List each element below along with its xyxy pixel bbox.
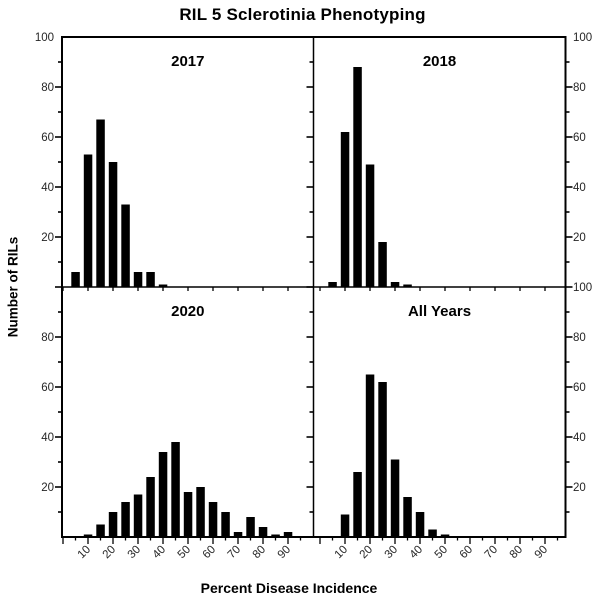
bar [71, 272, 80, 287]
bar [328, 282, 337, 287]
y-tick-label: 40 [573, 432, 586, 444]
bar [428, 529, 437, 537]
bar [133, 272, 143, 287]
x-tick-label: 50 [433, 544, 451, 562]
y-tick-label: 80 [41, 82, 54, 94]
bar [108, 512, 118, 537]
y-tick-label: 60 [41, 132, 54, 144]
bar [146, 477, 155, 537]
bar [158, 452, 168, 537]
bar [96, 119, 105, 287]
bar [403, 497, 412, 537]
bar [146, 272, 155, 287]
y-tick-label: 100 [573, 282, 592, 294]
y-tick-label: 20 [573, 232, 586, 244]
panel-label: 2020 [171, 303, 204, 320]
x-tick-label: 20 [101, 544, 119, 562]
x-tick-label: 50 [176, 544, 194, 562]
bar [390, 282, 400, 287]
y-tick-label: 80 [573, 332, 586, 344]
y-tick-label: 100 [573, 32, 592, 44]
y-tick-label: 40 [573, 182, 586, 194]
bar [183, 492, 193, 537]
bar [340, 132, 350, 287]
x-tick-label: 80 [508, 544, 526, 562]
y-tick-label: 20 [573, 482, 586, 494]
bar [365, 374, 375, 537]
x-tick-label: 40 [408, 544, 426, 562]
bar [196, 487, 205, 537]
y-tick-label: 60 [573, 132, 586, 144]
bar [403, 284, 412, 287]
bar [440, 534, 450, 537]
bar [340, 514, 350, 537]
bar [158, 284, 168, 287]
panel-label: 2018 [423, 53, 456, 70]
y-tick-label: 60 [41, 382, 54, 394]
bar [96, 524, 105, 537]
bar [246, 517, 255, 537]
bar [390, 459, 400, 537]
x-tick-label: 70 [483, 544, 501, 562]
y-tick-label: 40 [41, 432, 54, 444]
x-tick-label: 60 [201, 544, 219, 562]
bar [415, 512, 425, 537]
panel-label: 2017 [171, 53, 204, 70]
bar [365, 164, 375, 287]
y-tick-label: 40 [41, 182, 54, 194]
y-tick-label: 20 [41, 482, 54, 494]
bar [233, 532, 243, 537]
bar [221, 512, 230, 537]
x-tick-label: 30 [126, 544, 144, 562]
bar [353, 472, 362, 537]
y-tick-label: 60 [573, 382, 586, 394]
bar [353, 67, 362, 287]
panel-label: All Years [408, 303, 471, 320]
x-tick-label: 10 [333, 544, 351, 562]
x-tick-label: 30 [383, 544, 401, 562]
bar [133, 494, 143, 537]
bar [121, 204, 130, 287]
bar [208, 502, 218, 537]
x-tick-label: 70 [226, 544, 244, 562]
x-tick-label: 90 [533, 544, 551, 562]
x-tick-label: 90 [276, 544, 294, 562]
bar [121, 502, 130, 537]
bar [378, 382, 387, 537]
x-tick-label: 60 [458, 544, 476, 562]
y-tick-label: 100 [35, 32, 54, 44]
bar [171, 442, 180, 537]
bar [378, 242, 387, 287]
y-tick-label: 80 [573, 82, 586, 94]
bar [83, 534, 93, 537]
x-tick-label: 10 [76, 544, 94, 562]
chart-title: RIL 5 Sclerotinia Phenotyping [179, 5, 426, 24]
bar [283, 532, 293, 537]
bar [83, 154, 93, 287]
y-tick-label: 20 [41, 232, 54, 244]
bar [271, 534, 280, 537]
bar [108, 162, 118, 287]
x-tick-label: 20 [358, 544, 376, 562]
bar [258, 527, 268, 537]
x-tick-label: 40 [151, 544, 169, 562]
x-tick-label: 80 [251, 544, 269, 562]
x-axis-title: Percent Disease Incidence [200, 580, 378, 596]
y-tick-label: 80 [41, 332, 54, 344]
